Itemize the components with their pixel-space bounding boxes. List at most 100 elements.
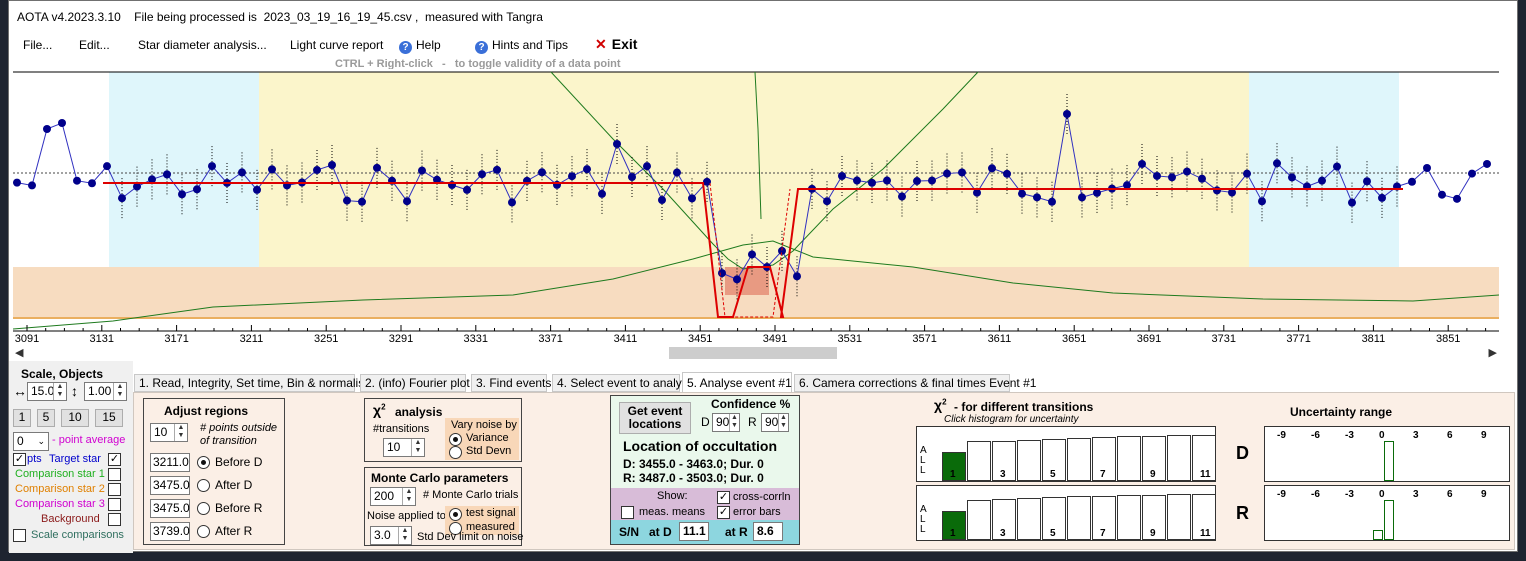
- data-point[interactable]: [1048, 197, 1056, 206]
- data-point[interactable]: [133, 182, 141, 191]
- spin-arrows-icon[interactable]: ▲ ▼: [398, 527, 411, 544]
- meas-means-checkbox[interactable]: [621, 506, 634, 519]
- after-d-radio[interactable]: [197, 479, 210, 492]
- spin-arrows-icon[interactable]: ▲ ▼: [778, 414, 788, 431]
- cross-corr-checkbox[interactable]: ✓: [717, 491, 730, 504]
- data-point[interactable]: [1348, 198, 1356, 207]
- chi2-bar[interactable]: [942, 452, 966, 481]
- data-point[interactable]: [193, 185, 201, 194]
- data-point[interactable]: [1093, 188, 1101, 197]
- chi2-bar[interactable]: [1142, 495, 1166, 540]
- pts-checkbox[interactable]: ✓: [13, 453, 26, 466]
- target-star-checkbox[interactable]: ✓: [108, 453, 121, 466]
- data-point[interactable]: [118, 194, 126, 203]
- data-point[interactable]: [1018, 189, 1026, 198]
- data-point[interactable]: [313, 166, 321, 175]
- data-point[interactable]: [538, 168, 546, 177]
- data-point[interactable]: [1153, 171, 1161, 180]
- std-limit-input[interactable]: 3.0 ▲ ▼: [370, 526, 412, 545]
- spin-arrows-icon[interactable]: ▲ ▼: [402, 488, 415, 505]
- data-point[interactable]: [1363, 177, 1371, 186]
- data-point[interactable]: [838, 171, 846, 180]
- data-point[interactable]: [508, 198, 516, 207]
- chi2-bar[interactable]: [1042, 439, 1066, 481]
- data-point[interactable]: [703, 177, 711, 186]
- background-checkbox[interactable]: [108, 513, 121, 526]
- before-d-input[interactable]: 3211.0: [150, 453, 190, 472]
- data-point[interactable]: [493, 165, 501, 174]
- tab-find-events[interactable]: 3. Find events: [471, 374, 551, 392]
- data-point[interactable]: [1438, 190, 1446, 199]
- monte-carlo-trials-input[interactable]: 200 ▲ ▼: [370, 487, 416, 506]
- scale-btn-5[interactable]: 5: [37, 409, 55, 427]
- data-point[interactable]: [853, 176, 861, 185]
- scale-comparisons-checkbox[interactable]: [13, 529, 26, 542]
- data-point[interactable]: [958, 168, 966, 177]
- before-r-input[interactable]: 3475.0: [150, 499, 190, 518]
- light-curve-plot[interactable]: 3091 3131 3171 3211 3251 3291 3331 3371 3411 3451…: [13, 69, 1499, 345]
- confidence-d-input[interactable]: 90 ▲ ▼: [712, 413, 740, 432]
- data-point[interactable]: [1258, 197, 1266, 206]
- data-point[interactable]: [628, 173, 636, 182]
- error-bars-checkbox[interactable]: ✓: [717, 506, 730, 519]
- points-outside-input[interactable]: 10 ▲ ▼: [150, 423, 188, 442]
- data-point[interactable]: [1468, 169, 1476, 178]
- menu-star-diameter[interactable]: Star diameter analysis...: [138, 38, 267, 52]
- data-point[interactable]: [103, 162, 111, 171]
- spin-arrows-icon[interactable]: ▲ ▼: [53, 383, 66, 400]
- menu-help[interactable]: ? Help: [399, 38, 441, 54]
- data-point[interactable]: [943, 169, 951, 178]
- data-point[interactable]: [583, 165, 591, 174]
- get-event-locations-button[interactable]: Get event locations: [619, 402, 691, 434]
- data-point[interactable]: [658, 196, 666, 205]
- menu-hints[interactable]: ? Hints and Tips: [475, 38, 568, 54]
- test-signal-radio[interactable]: [449, 508, 462, 521]
- chi2-bar[interactable]: [1192, 494, 1216, 540]
- scale-btn-1[interactable]: 1: [13, 409, 31, 427]
- spin-arrows-icon[interactable]: ▲ ▼: [113, 383, 126, 400]
- data-point[interactable]: [28, 181, 36, 190]
- scale-y-input[interactable]: 1.00 ▲ ▼: [84, 382, 127, 401]
- data-point[interactable]: [643, 162, 651, 171]
- chi2-bar[interactable]: [942, 511, 966, 540]
- data-point[interactable]: [1483, 159, 1491, 168]
- data-point[interactable]: [1318, 176, 1326, 185]
- comp-star-2-checkbox[interactable]: [108, 483, 121, 496]
- chi2-bar[interactable]: [1017, 498, 1041, 540]
- data-point[interactable]: [793, 272, 801, 281]
- data-point[interactable]: [1138, 159, 1146, 168]
- data-point[interactable]: [1333, 162, 1341, 171]
- data-point[interactable]: [1168, 173, 1176, 182]
- data-point[interactable]: [358, 197, 366, 206]
- data-point[interactable]: [568, 172, 576, 181]
- data-point[interactable]: [973, 188, 981, 197]
- before-r-radio[interactable]: [197, 502, 210, 515]
- tab-select-event[interactable]: 4. Select event to analyse: [552, 374, 694, 392]
- scroll-right-icon[interactable]: ▶: [1488, 347, 1497, 359]
- chi2-bar[interactable]: [967, 500, 991, 540]
- scroll-thumb[interactable]: [669, 347, 837, 359]
- data-point[interactable]: [988, 164, 996, 173]
- data-point[interactable]: [73, 176, 81, 185]
- chi2-bar[interactable]: [1167, 435, 1191, 481]
- chi2-bar[interactable]: [1042, 497, 1066, 540]
- scroll-left-icon[interactable]: ◀: [15, 347, 24, 359]
- menu-file[interactable]: File...: [23, 38, 53, 52]
- data-point[interactable]: [88, 179, 96, 188]
- tab-fourier-plot[interactable]: 2. (info) Fourier plot: [360, 374, 470, 392]
- chi2-bar[interactable]: [1092, 437, 1116, 481]
- transitions-input[interactable]: 10 ▲ ▼: [383, 438, 425, 457]
- chi2-bar[interactable]: [967, 441, 991, 481]
- chi2-bar[interactable]: [992, 499, 1016, 540]
- chi2-bar[interactable]: [1192, 435, 1216, 481]
- data-point[interactable]: [598, 189, 606, 198]
- data-point[interactable]: [673, 168, 681, 177]
- data-point[interactable]: [688, 194, 696, 203]
- data-point[interactable]: [1423, 164, 1431, 173]
- plot-scrollbar[interactable]: ◀ ▶: [13, 345, 1499, 361]
- data-point[interactable]: [1003, 169, 1011, 178]
- data-point[interactable]: [1228, 188, 1236, 197]
- chi2-bar[interactable]: [1067, 438, 1091, 481]
- data-point[interactable]: [403, 197, 411, 206]
